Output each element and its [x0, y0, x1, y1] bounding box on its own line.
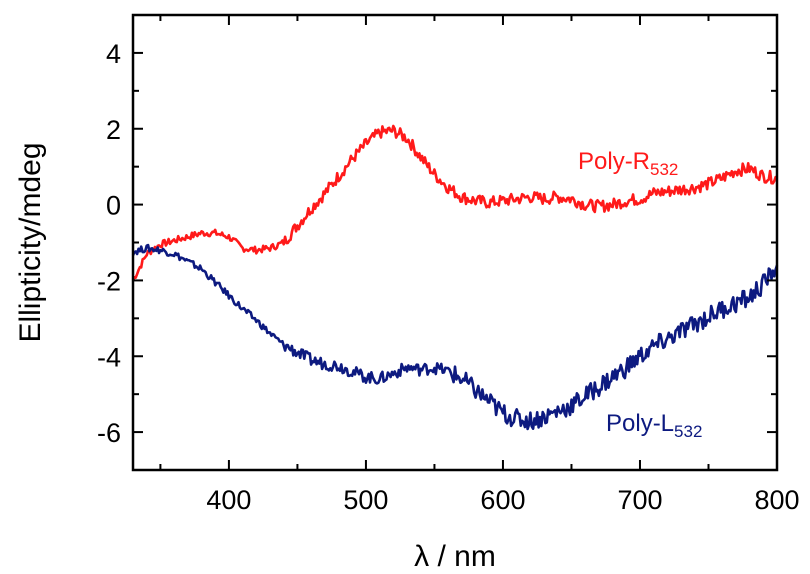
- y-tick-label: -6: [97, 418, 121, 448]
- series-label-main: Poly-R: [578, 148, 650, 175]
- series-label-poly-l: Poly-L532: [606, 410, 702, 441]
- series-line-poly-r: [131, 124, 778, 282]
- x-tick-label: 800: [754, 485, 799, 515]
- ticks-layer: [133, 15, 778, 470]
- x-tick-label: 500: [343, 485, 388, 515]
- plot-frame: [131, 13, 779, 472]
- y-tick-label: 0: [106, 191, 121, 221]
- x-axis-title: λ / nm: [414, 540, 496, 573]
- x-tick-label: 600: [480, 485, 525, 515]
- y-axis-title: Ellipticity/mdeg: [14, 142, 47, 342]
- series-label-subscript: 532: [674, 422, 702, 441]
- x-tick-label: 700: [617, 485, 662, 515]
- y-tick-label: -4: [97, 342, 121, 372]
- series-label-poly-r: Poly-R532: [578, 148, 678, 179]
- x-tick-label: 400: [206, 485, 251, 515]
- series-line-poly-l: [131, 243, 779, 431]
- y-tick-label: -2: [97, 266, 121, 296]
- series-layer: [131, 124, 779, 431]
- series-label-main: Poly-L: [606, 410, 674, 437]
- y-tick-label: 4: [106, 39, 121, 69]
- labels-layer: 400 500 600 700 800-6-4-2024Poly-R532Poly-L5…: [97, 39, 800, 515]
- y-tick-label: 2: [106, 115, 121, 145]
- series-label-subscript: 532: [650, 160, 678, 179]
